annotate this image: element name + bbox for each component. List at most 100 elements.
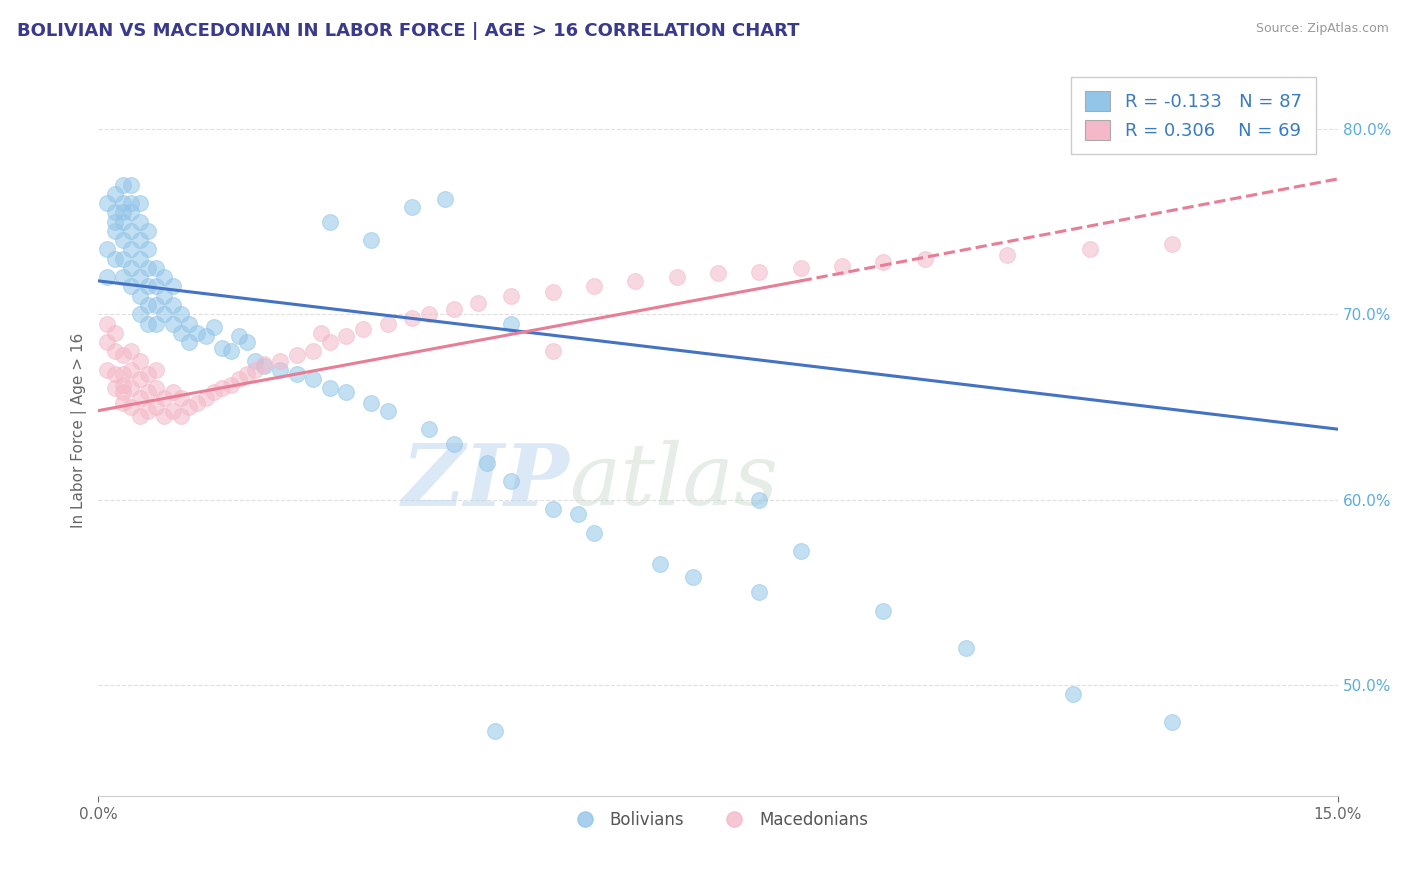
Point [112,385,135,400]
Point [285,367,308,381]
Point [112,396,135,410]
Point [128,409,150,424]
Point [501,474,523,488]
Point [128,391,150,405]
Point [541,344,564,359]
Point [914,252,936,266]
Point [96,196,118,211]
Point [665,270,688,285]
Point [245,363,267,377]
Point [418,307,440,321]
Point [269,363,291,377]
Point [112,270,135,285]
Point [236,367,259,381]
Point [136,279,159,293]
Point [136,317,159,331]
Point [120,178,142,192]
Point [194,391,217,405]
Point [219,344,242,359]
Point [120,400,142,414]
Point [120,260,142,275]
Point [202,385,225,400]
Point [285,348,308,362]
Point [484,724,506,739]
Point [128,289,150,303]
Point [120,196,142,211]
Point [96,334,118,349]
Point [96,243,118,257]
Point [112,377,135,392]
Point [128,196,150,211]
Point [434,192,457,206]
Point [170,307,193,321]
Point [162,298,184,312]
Point [145,400,167,414]
Point [162,403,184,417]
Point [401,200,423,214]
Point [567,508,589,522]
Point [162,279,184,293]
Point [186,396,208,410]
Point [335,329,357,343]
Point [112,348,135,362]
Point [104,252,127,266]
Point [501,317,523,331]
Point [128,307,150,321]
Point [104,381,127,395]
Point [136,224,159,238]
Point [443,301,465,316]
Point [583,525,606,540]
Point [96,317,118,331]
Point [789,544,811,558]
Point [120,344,142,359]
Point [955,640,977,655]
Point [541,285,564,299]
Point [162,385,184,400]
Point [202,320,225,334]
Point [302,344,325,359]
Point [318,334,340,349]
Point [1161,714,1184,729]
Point [145,317,167,331]
Point [120,243,142,257]
Text: atlas: atlas [569,440,779,523]
Point [120,381,142,395]
Point [153,409,176,424]
Point [228,372,250,386]
Point [583,279,606,293]
Point [1062,687,1084,701]
Point [252,357,274,371]
Text: ZIP: ZIP [401,440,569,523]
Point [831,259,853,273]
Point [748,492,770,507]
Point [145,381,167,395]
Point [236,334,259,349]
Point [377,403,399,417]
Point [211,381,233,395]
Point [128,372,150,386]
Point [128,270,150,285]
Point [170,409,193,424]
Point [707,267,730,281]
Point [96,270,118,285]
Point [624,274,647,288]
Point [128,233,150,247]
Point [104,344,127,359]
Point [112,233,135,247]
Point [311,326,333,340]
Point [995,248,1018,262]
Point [145,298,167,312]
Point [153,307,176,321]
Y-axis label: In Labor Force | Age > 16: In Labor Force | Age > 16 [72,333,87,528]
Point [335,385,357,400]
Point [128,353,150,368]
Point [179,400,201,414]
Point [186,326,208,340]
Point [112,178,135,192]
Point [541,501,564,516]
Point [112,214,135,228]
Point [194,329,217,343]
Point [318,214,340,228]
Point [145,279,167,293]
Point [872,255,894,269]
